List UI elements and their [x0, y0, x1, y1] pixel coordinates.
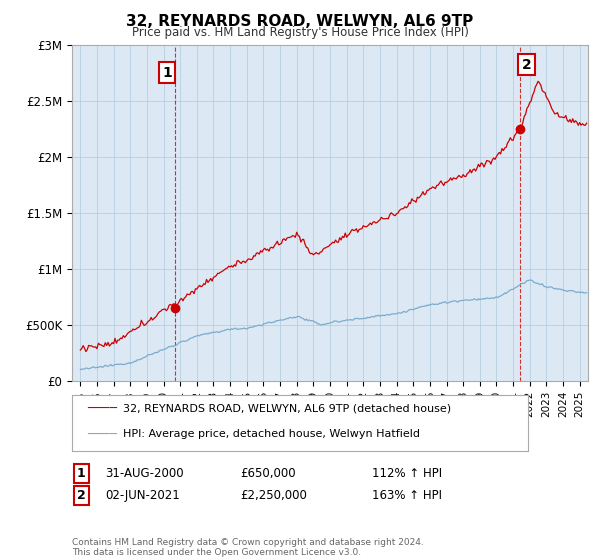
Text: Contains HM Land Registry data © Crown copyright and database right 2024.
This d: Contains HM Land Registry data © Crown c… [72, 538, 424, 557]
Text: 1: 1 [77, 466, 85, 480]
Text: 2: 2 [77, 489, 85, 502]
Text: £650,000: £650,000 [240, 466, 296, 480]
Text: 31-AUG-2000: 31-AUG-2000 [105, 466, 184, 480]
Text: 163% ↑ HPI: 163% ↑ HPI [372, 489, 442, 502]
Text: £2,250,000: £2,250,000 [240, 489, 307, 502]
Text: ────: ──── [87, 402, 117, 416]
Text: 2: 2 [521, 58, 531, 72]
Text: 02-JUN-2021: 02-JUN-2021 [105, 489, 180, 502]
Text: 32, REYNARDS ROAD, WELWYN, AL6 9TP (detached house): 32, REYNARDS ROAD, WELWYN, AL6 9TP (deta… [123, 404, 451, 414]
Text: 112% ↑ HPI: 112% ↑ HPI [372, 466, 442, 480]
Text: ────: ──── [87, 427, 117, 441]
Text: Price paid vs. HM Land Registry's House Price Index (HPI): Price paid vs. HM Land Registry's House … [131, 26, 469, 39]
Text: 32, REYNARDS ROAD, WELWYN, AL6 9TP: 32, REYNARDS ROAD, WELWYN, AL6 9TP [127, 14, 473, 29]
Text: HPI: Average price, detached house, Welwyn Hatfield: HPI: Average price, detached house, Welw… [123, 429, 420, 439]
Text: 1: 1 [162, 66, 172, 80]
